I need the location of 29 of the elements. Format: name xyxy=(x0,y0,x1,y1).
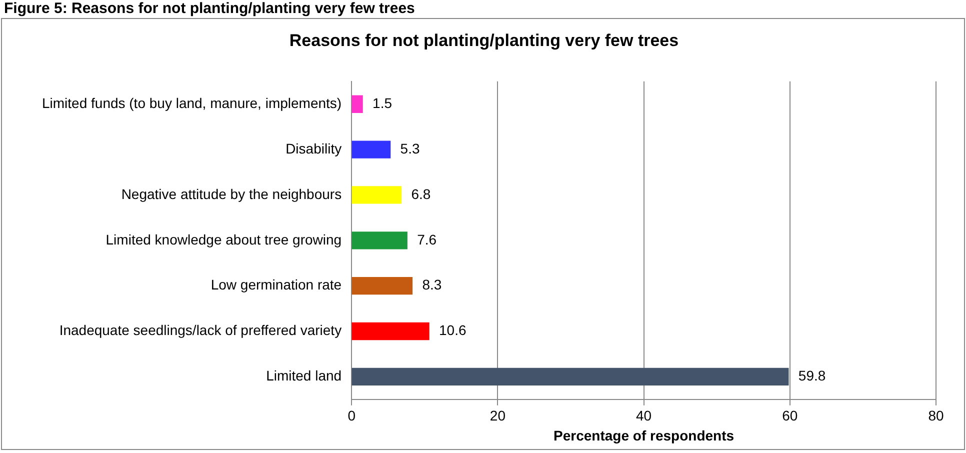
x-tick-label: 0 xyxy=(348,408,356,424)
x-tick-label: 40 xyxy=(636,408,652,424)
data-label: 7.6 xyxy=(417,231,437,248)
bar xyxy=(352,322,430,340)
bar xyxy=(352,140,391,158)
y-tick-label: Disability xyxy=(286,140,342,156)
bar xyxy=(352,186,402,204)
data-label: 59.8 xyxy=(798,368,826,384)
data-label: 10.6 xyxy=(439,322,466,338)
x-tick-label: 60 xyxy=(782,408,798,424)
data-label: 1.5 xyxy=(372,94,392,111)
data-label: 6.8 xyxy=(411,186,431,202)
y-tick-label: Negative attitude by the neighbours xyxy=(121,186,342,202)
bar xyxy=(352,232,408,250)
x-axis-title: Percentage of respondents xyxy=(554,427,734,444)
bar xyxy=(352,95,363,113)
chart-title: Reasons for not planting/planting very few trees xyxy=(289,30,679,50)
y-tick-label: Limited knowledge about tree growing xyxy=(106,231,342,248)
caption: Figure 5: Reasons for not planting/planting very few trees xyxy=(3,0,416,18)
x-tick-label: 20 xyxy=(490,408,506,424)
y-tick-label: Limited land xyxy=(266,368,342,384)
bar xyxy=(352,368,789,386)
y-tick-label: Limited funds (to buy land, manure, implements) xyxy=(42,94,342,111)
bar xyxy=(352,277,413,295)
data-label: 8.3 xyxy=(422,276,442,293)
y-tick-label: Inadequate seedlings/lack of preffered variety xyxy=(59,322,342,338)
data-label: 5.3 xyxy=(400,140,420,156)
x-tick-label: 80 xyxy=(928,408,944,424)
y-tick-label: Low germination rate xyxy=(210,276,342,293)
